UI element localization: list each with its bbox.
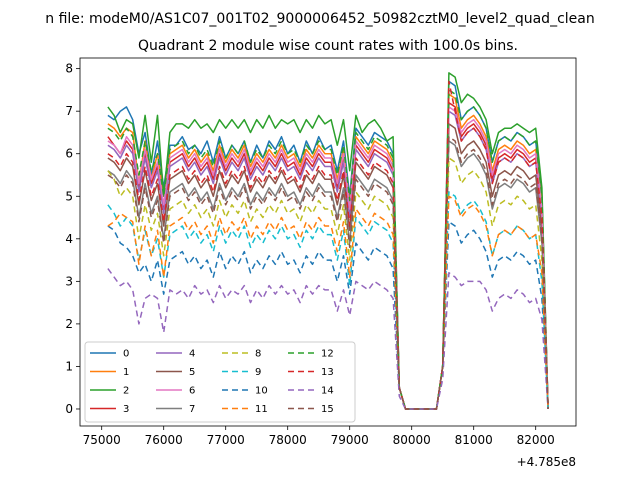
series-line-11 — [107, 195, 549, 410]
axes-frame — [79, 57, 577, 427]
legend-label-15: 15 — [321, 404, 334, 415]
series-line-15 — [107, 135, 549, 410]
series-line-12 — [107, 89, 549, 410]
series-line-8 — [107, 157, 549, 410]
y-tick-label: 7 — [65, 104, 73, 118]
series-line-7 — [107, 140, 549, 410]
legend-label-7: 7 — [189, 404, 195, 415]
y-tick-label: 0 — [65, 402, 73, 416]
legend-label-1: 1 — [123, 367, 129, 378]
y-tick-label: 4 — [65, 232, 73, 246]
legend-label-3: 3 — [123, 404, 129, 415]
series-line-2 — [107, 72, 549, 410]
legend-label-9: 9 — [255, 367, 261, 378]
series-line-6 — [107, 106, 549, 410]
legend-label-13: 13 — [321, 367, 334, 378]
figure-suptitle: n file: modeM0/AS1C07_001T02_9000006452_… — [45, 11, 594, 27]
y-tick-label: 1 — [65, 359, 73, 373]
series-line-3 — [107, 101, 549, 410]
series-line-1 — [107, 93, 549, 410]
legend-label-14: 14 — [321, 386, 334, 397]
x-tick-label: 76000 — [145, 433, 183, 447]
y-tick-label: 6 — [65, 147, 73, 161]
legend-label-12: 12 — [321, 349, 334, 360]
x-tick-label: 81000 — [455, 433, 493, 447]
y-tick-label: 5 — [65, 189, 73, 203]
x-tick-label: 82000 — [517, 433, 555, 447]
chart-title: Quadrant 2 module wise count rates with … — [138, 38, 518, 54]
series-line-5 — [107, 123, 549, 410]
x-tick-label: 75000 — [83, 433, 121, 447]
series-line-10 — [107, 221, 549, 410]
y-tick-label: 2 — [65, 317, 73, 331]
plot-area: 75000 76000 77000 78000 79000 80000 81000 82000… — [65, 57, 577, 447]
legend-label-10: 10 — [255, 386, 268, 397]
legend-box — [84, 341, 356, 423]
legend-label-4: 4 — [189, 349, 195, 360]
legend-label-0: 0 — [123, 349, 129, 360]
series-line-9 — [107, 191, 549, 410]
legend-label-11: 11 — [255, 404, 268, 415]
legend-label-2: 2 — [123, 386, 129, 397]
series-line-14 — [107, 268, 549, 410]
legend-label-8: 8 — [255, 349, 261, 360]
y-tick-label: 3 — [65, 274, 73, 288]
series-line-13 — [107, 80, 549, 410]
x-tick-label: 80000 — [393, 433, 431, 447]
y-tick-label: 8 — [65, 62, 73, 76]
legend-label-6: 6 — [189, 386, 195, 397]
x-offset-label: +4.785e8 — [517, 455, 576, 469]
x-tick-label: 77000 — [207, 433, 245, 447]
x-tick-label: 78000 — [269, 433, 307, 447]
legend-label-5: 5 — [189, 367, 195, 378]
x-tick-label: 79000 — [331, 433, 369, 447]
